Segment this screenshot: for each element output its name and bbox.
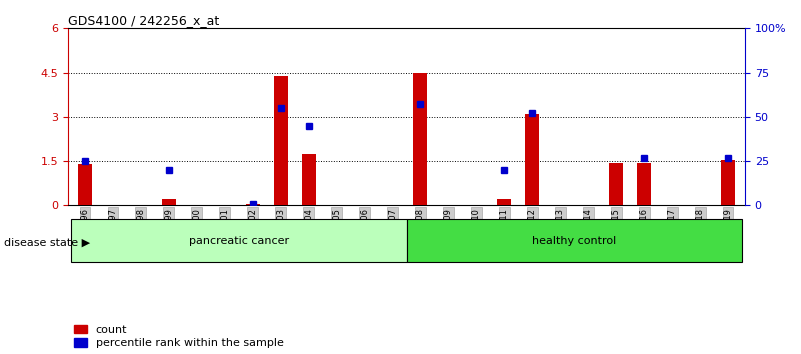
Bar [78, 164, 92, 205]
Legend: count, percentile rank within the sample: count, percentile rank within the sample [74, 325, 284, 348]
Bar [406, 219, 743, 262]
Bar [721, 160, 735, 205]
Bar [638, 162, 651, 205]
Bar [413, 73, 428, 205]
Bar [525, 114, 539, 205]
Bar [610, 162, 623, 205]
Bar [274, 75, 288, 205]
Text: healthy control: healthy control [532, 236, 617, 246]
Bar [497, 199, 511, 205]
Bar [302, 154, 316, 205]
Text: disease state ▶: disease state ▶ [4, 238, 91, 247]
Bar [246, 204, 260, 205]
Bar [162, 199, 175, 205]
Text: GDS4100 / 242256_x_at: GDS4100 / 242256_x_at [68, 14, 219, 27]
Bar [70, 219, 406, 262]
Text: pancreatic cancer: pancreatic cancer [188, 236, 288, 246]
